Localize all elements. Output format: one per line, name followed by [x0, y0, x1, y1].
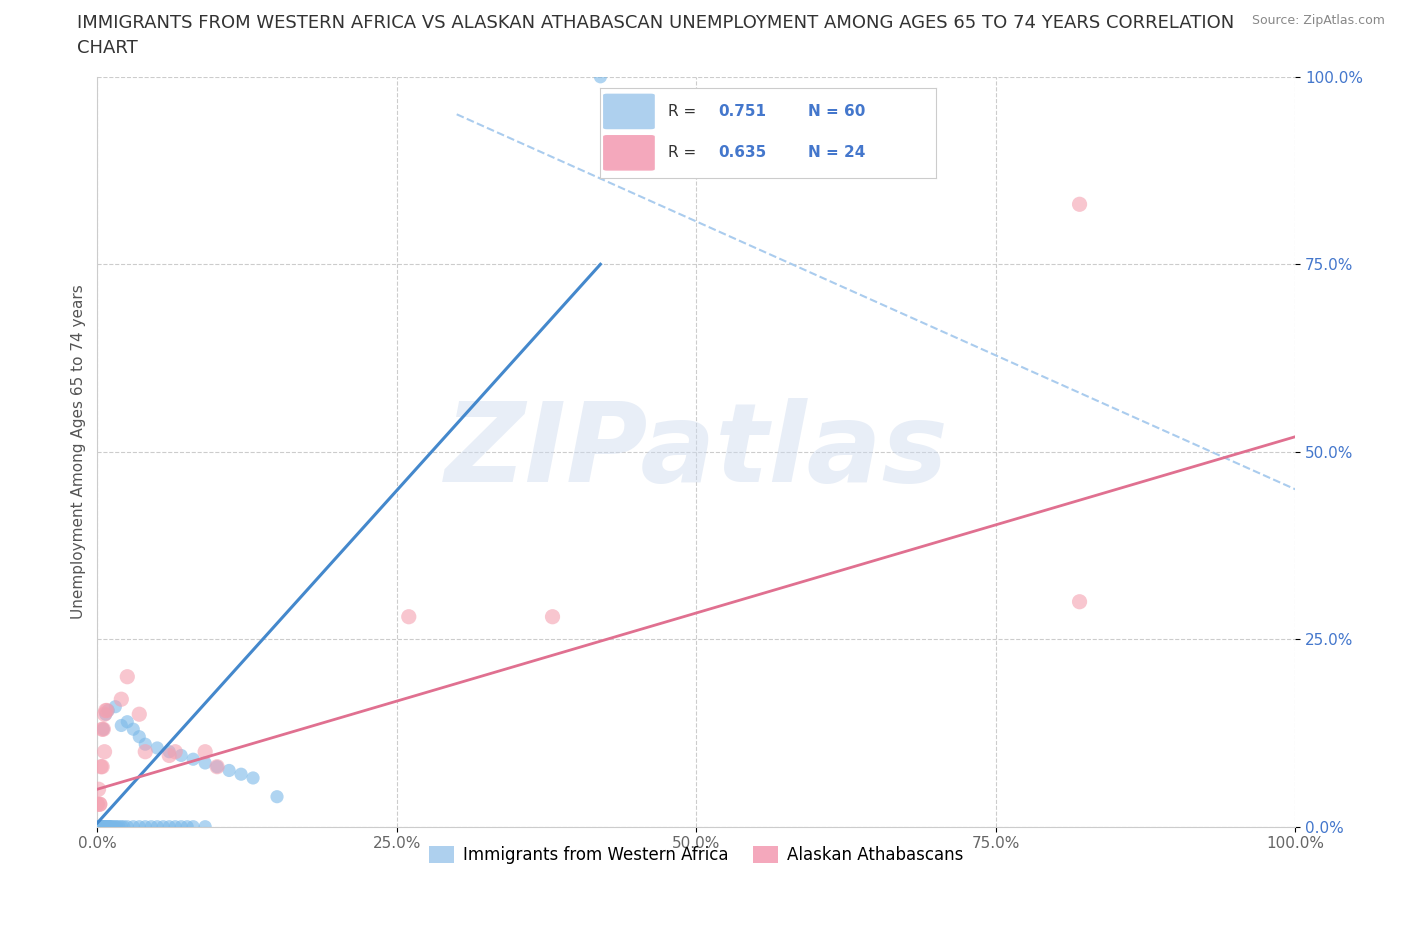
Point: [110, 692, 132, 707]
Point: [86, 797, 108, 812]
Point: [93, 819, 115, 834]
Point: [91, 819, 114, 834]
Text: IMMIGRANTS FROM WESTERN AFRICA VS ALASKAN ATHABASCAN UNEMPLOYMENT AMONG AGES 65 : IMMIGRANTS FROM WESTERN AFRICA VS ALASKA…: [77, 14, 1234, 32]
Point: [266, 790, 288, 804]
Point: [117, 819, 139, 834]
Point: [1069, 594, 1091, 609]
Point: [110, 819, 132, 834]
Point: [90, 819, 112, 834]
Point: [96, 819, 118, 834]
Point: [91, 722, 114, 737]
Point: [541, 609, 564, 624]
Point: [194, 744, 217, 759]
Point: [128, 819, 150, 834]
Point: [98, 819, 121, 834]
Point: [146, 819, 169, 834]
Point: [112, 819, 135, 834]
Point: [87, 819, 110, 834]
Point: [176, 819, 198, 834]
Point: [146, 740, 169, 755]
Point: [157, 744, 180, 759]
Point: [104, 699, 127, 714]
Point: [205, 759, 228, 774]
Point: [141, 819, 163, 834]
Point: [117, 670, 139, 684]
Point: [134, 744, 156, 759]
Point: [152, 819, 174, 834]
Point: [89, 819, 111, 834]
Point: [110, 718, 132, 733]
Point: [128, 729, 150, 744]
Point: [194, 819, 217, 834]
Point: [89, 797, 111, 812]
Point: [122, 819, 145, 834]
Text: CHART: CHART: [77, 39, 138, 57]
Point: [97, 819, 120, 834]
Point: [96, 703, 118, 718]
Point: [134, 737, 156, 751]
Point: [91, 722, 114, 737]
Point: [205, 759, 228, 774]
Point: [128, 707, 150, 722]
Point: [90, 759, 112, 774]
Point: [1069, 197, 1091, 212]
Point: [157, 819, 180, 834]
Point: [101, 819, 124, 834]
Point: [181, 751, 204, 766]
Point: [100, 819, 122, 834]
Point: [89, 819, 111, 834]
Point: [194, 755, 217, 770]
Point: [86, 819, 108, 834]
Point: [91, 722, 114, 737]
Point: [89, 797, 111, 812]
Point: [94, 819, 117, 834]
Point: [170, 819, 193, 834]
Point: [93, 744, 115, 759]
Point: [157, 748, 180, 763]
Point: [93, 707, 115, 722]
Point: [90, 819, 112, 834]
Point: [94, 703, 117, 718]
Point: [98, 819, 121, 834]
Point: [589, 70, 612, 85]
Point: [122, 722, 145, 737]
Point: [105, 819, 128, 834]
Point: [134, 819, 156, 834]
Point: [94, 819, 117, 834]
Point: [229, 766, 252, 781]
Point: [181, 819, 204, 834]
Point: [165, 819, 187, 834]
Point: [93, 819, 115, 834]
Point: [108, 819, 131, 834]
Point: [218, 763, 240, 777]
Point: [100, 819, 122, 834]
Y-axis label: Unemployment Among Ages 65 to 74 years: Unemployment Among Ages 65 to 74 years: [72, 285, 86, 619]
Point: [91, 759, 114, 774]
Point: [242, 771, 264, 786]
Text: ZIPatlas: ZIPatlas: [444, 398, 948, 505]
Point: [117, 714, 139, 729]
Point: [87, 819, 110, 834]
Legend: Immigrants from Western Africa, Alaskan Athabascans: Immigrants from Western Africa, Alaskan …: [423, 840, 970, 870]
Point: [94, 707, 117, 722]
Point: [165, 744, 187, 759]
Point: [87, 782, 110, 797]
Point: [104, 819, 127, 834]
Text: Source: ZipAtlas.com: Source: ZipAtlas.com: [1251, 14, 1385, 27]
Point: [170, 748, 193, 763]
Point: [91, 819, 114, 834]
Point: [91, 819, 114, 834]
Point: [97, 703, 120, 718]
Point: [398, 609, 420, 624]
Point: [91, 819, 114, 834]
